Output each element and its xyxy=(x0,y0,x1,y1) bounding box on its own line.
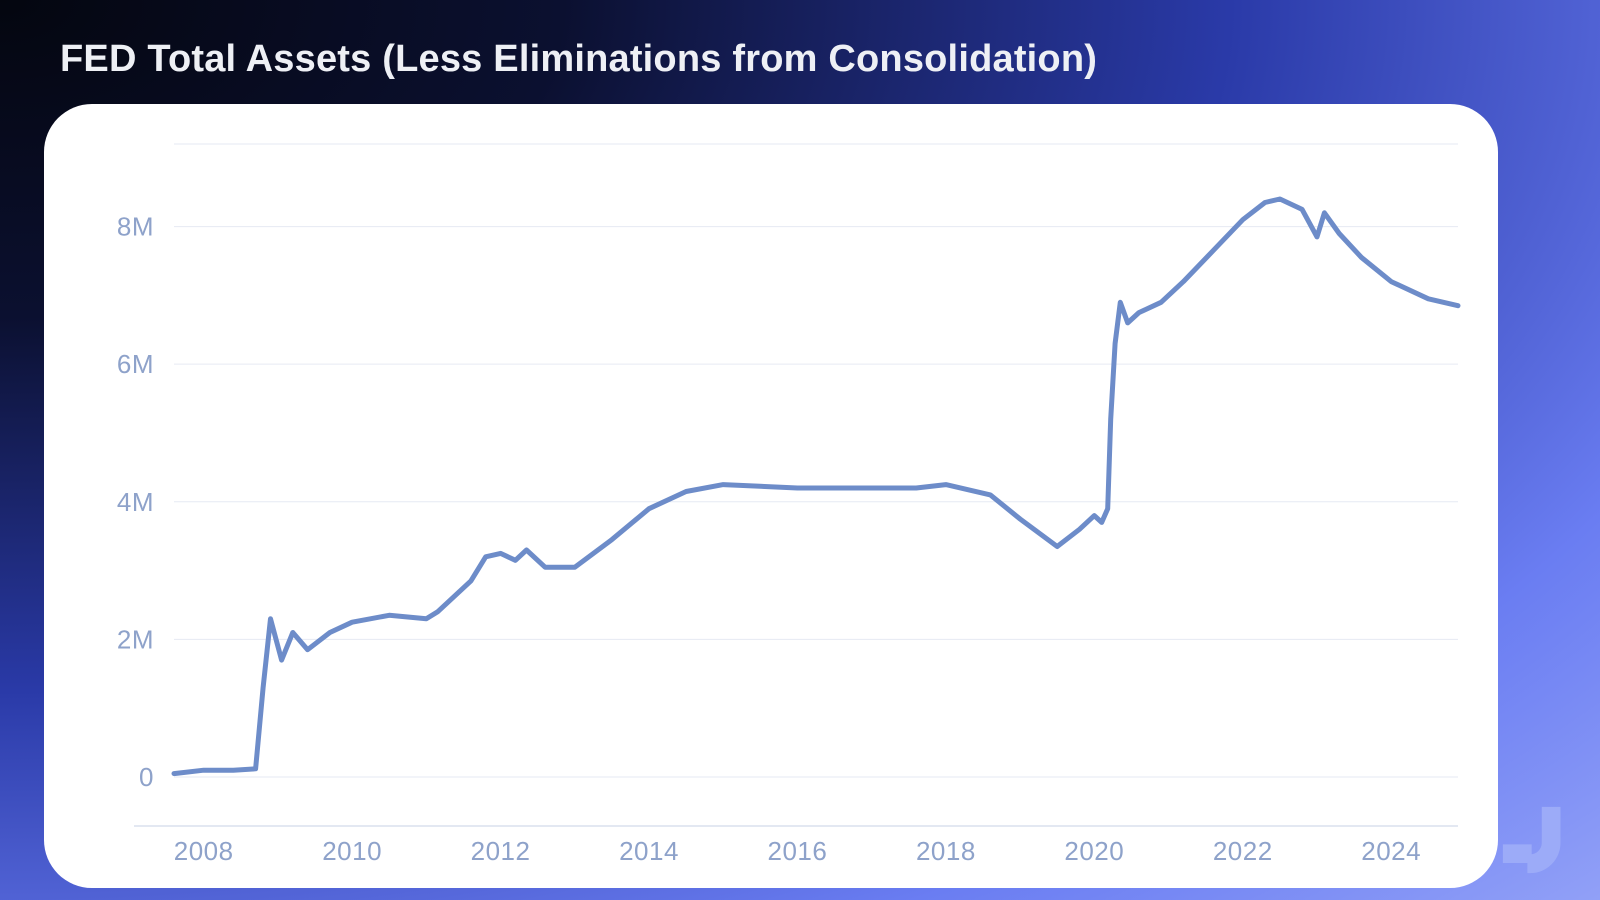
brand-logo-icon xyxy=(1500,804,1572,876)
x-axis-label: 2018 xyxy=(916,836,976,866)
y-axis-label: 2M xyxy=(117,624,154,654)
chart-card: 0 2M 4M 6M 8M 2008 2010 2012 2014 2016 2018 2020 202… xyxy=(44,104,1498,888)
x-axis-label: 2024 xyxy=(1361,836,1421,866)
y-axis-label: 4M xyxy=(117,487,154,517)
chart-title: FED Total Assets (Less Eliminations from… xyxy=(60,38,1097,81)
y-axis-label: 6M xyxy=(117,349,154,379)
y-axis-label: 0 xyxy=(139,762,154,792)
x-axis-label: 2020 xyxy=(1064,836,1124,866)
y-axis-label: 8M xyxy=(117,212,154,242)
series-line xyxy=(174,199,1458,774)
x-axis-label: 2022 xyxy=(1213,836,1273,866)
line-chart: 0 2M 4M 6M 8M 2008 2010 2012 2014 2016 2018 2020 202… xyxy=(44,104,1498,888)
x-axis-label: 2014 xyxy=(619,836,679,866)
x-axis-label: 2010 xyxy=(322,836,382,866)
x-axis-label: 2012 xyxy=(471,836,531,866)
x-axis-label: 2016 xyxy=(768,836,828,866)
x-axis-label: 2008 xyxy=(174,836,234,866)
